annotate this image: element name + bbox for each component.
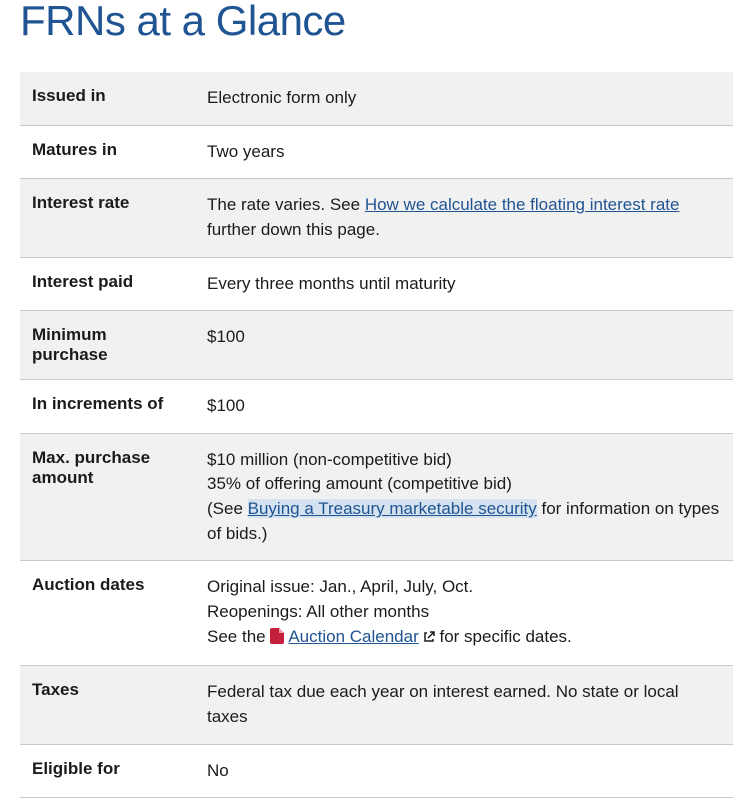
auction-calendar-link[interactable]: Auction Calendar bbox=[288, 627, 418, 646]
value-issued-in: Electronic form only bbox=[195, 72, 733, 125]
label-auction-dates: Auction dates bbox=[20, 561, 195, 666]
row-matures-in: Matures in Two years bbox=[20, 125, 733, 179]
value-interest-paid: Every three months until maturity bbox=[195, 257, 733, 311]
auction-line3-prefix: See the bbox=[207, 627, 270, 646]
row-issued-in: Issued in Electronic form only bbox=[20, 72, 733, 125]
label-eligible-for: Eligible for bbox=[20, 744, 195, 798]
value-increments: $100 bbox=[195, 380, 733, 434]
external-link-icon bbox=[423, 626, 435, 651]
label-taxes: Taxes bbox=[20, 666, 195, 744]
label-matures-in: Matures in bbox=[20, 125, 195, 179]
label-interest-rate: Interest rate bbox=[20, 179, 195, 257]
row-taxes: Taxes Federal tax due each year on inter… bbox=[20, 666, 733, 744]
label-issued-in: Issued in bbox=[20, 72, 195, 125]
auction-line2: Reopenings: All other months bbox=[207, 602, 429, 621]
row-auction-dates: Auction dates Original issue: Jan., Apri… bbox=[20, 561, 733, 666]
row-interest-paid: Interest paid Every three months until m… bbox=[20, 257, 733, 311]
auction-line1: Original issue: Jan., April, July, Oct. bbox=[207, 577, 473, 596]
max-purchase-line1: $10 million (non-competitive bid) bbox=[207, 450, 452, 469]
interest-rate-prefix: The rate varies. See bbox=[207, 195, 365, 214]
buying-treasury-link[interactable]: Buying a Treasury marketable security bbox=[248, 499, 537, 518]
interest-rate-suffix: further down this page. bbox=[207, 220, 380, 239]
max-purchase-line3-prefix: (See bbox=[207, 499, 248, 518]
value-interest-rate: The rate varies. See How we calculate th… bbox=[195, 179, 733, 257]
max-purchase-line2: 35% of offering amount (competitive bid) bbox=[207, 474, 512, 493]
page-title: FRNs at a Glance bbox=[20, 0, 733, 42]
value-max-purchase: $10 million (non-competitive bid) 35% of… bbox=[195, 433, 733, 561]
value-auction-dates: Original issue: Jan., April, July, Oct. … bbox=[195, 561, 733, 666]
value-eligible-for: No bbox=[195, 744, 733, 798]
row-minimum-purchase: Minimum purchase $100 bbox=[20, 311, 733, 380]
value-minimum-purchase: $100 bbox=[195, 311, 733, 380]
frn-glance-table: Issued in Electronic form only Matures i… bbox=[20, 72, 733, 798]
row-increments: In increments of $100 bbox=[20, 380, 733, 434]
row-interest-rate: Interest rate The rate varies. See How w… bbox=[20, 179, 733, 257]
label-increments: In increments of bbox=[20, 380, 195, 434]
interest-rate-link[interactable]: How we calculate the floating interest r… bbox=[365, 195, 680, 214]
value-matures-in: Two years bbox=[195, 125, 733, 179]
value-taxes: Federal tax due each year on interest ea… bbox=[195, 666, 733, 744]
label-interest-paid: Interest paid bbox=[20, 257, 195, 311]
label-max-purchase: Max. purchase amount bbox=[20, 433, 195, 561]
row-max-purchase: Max. purchase amount $10 million (non-co… bbox=[20, 433, 733, 561]
pdf-icon bbox=[270, 627, 284, 652]
auction-line3-suffix: for specific dates. bbox=[439, 627, 571, 646]
label-minimum-purchase: Minimum purchase bbox=[20, 311, 195, 380]
row-eligible-for: Eligible for No bbox=[20, 744, 733, 798]
